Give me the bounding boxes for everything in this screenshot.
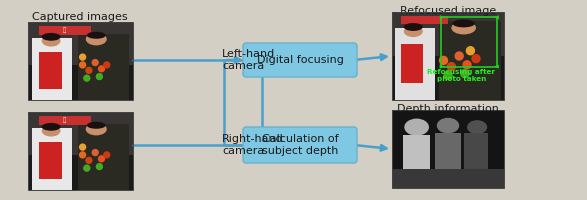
Circle shape <box>103 151 110 159</box>
Circle shape <box>96 163 103 170</box>
Bar <box>39 26 91 35</box>
Bar <box>28 112 133 155</box>
Ellipse shape <box>42 123 60 131</box>
Circle shape <box>92 59 99 66</box>
Text: ン: ン <box>63 118 66 123</box>
Bar <box>392 168 504 188</box>
Text: Captured images: Captured images <box>32 12 128 22</box>
Circle shape <box>439 56 448 65</box>
Bar <box>392 12 504 56</box>
Bar <box>392 12 504 100</box>
Circle shape <box>85 157 93 164</box>
Text: Calculation of
subject depth: Calculation of subject depth <box>262 134 338 156</box>
Bar <box>441 17 497 67</box>
Circle shape <box>96 73 103 80</box>
Ellipse shape <box>42 125 60 137</box>
Circle shape <box>98 65 105 72</box>
Circle shape <box>454 51 464 61</box>
Text: Left-hand
camera: Left-hand camera <box>222 49 275 71</box>
Bar <box>79 124 129 190</box>
Ellipse shape <box>467 120 487 134</box>
Text: Refocused image: Refocused image <box>400 6 496 16</box>
Bar <box>392 110 504 188</box>
Circle shape <box>463 60 472 70</box>
Circle shape <box>79 53 86 61</box>
Bar <box>403 135 430 188</box>
Ellipse shape <box>87 122 106 129</box>
Circle shape <box>465 46 475 55</box>
Circle shape <box>471 54 481 63</box>
Bar <box>401 44 423 83</box>
Bar <box>79 34 129 100</box>
Ellipse shape <box>437 118 459 133</box>
FancyBboxPatch shape <box>243 43 357 77</box>
Ellipse shape <box>451 21 476 34</box>
Bar <box>39 52 62 89</box>
Bar <box>28 112 133 190</box>
Bar <box>28 22 133 65</box>
Ellipse shape <box>42 33 60 41</box>
Bar <box>439 21 501 100</box>
Bar <box>396 28 434 100</box>
Bar <box>401 16 448 24</box>
Ellipse shape <box>453 19 475 27</box>
Text: Depth information: Depth information <box>397 104 499 114</box>
Ellipse shape <box>404 26 423 37</box>
Circle shape <box>83 74 90 82</box>
Bar <box>32 38 72 100</box>
Ellipse shape <box>87 32 106 39</box>
Bar <box>39 116 91 125</box>
Circle shape <box>98 155 105 162</box>
Circle shape <box>79 61 86 69</box>
Ellipse shape <box>404 119 429 136</box>
Circle shape <box>85 67 93 74</box>
Circle shape <box>460 69 470 78</box>
Ellipse shape <box>404 23 423 31</box>
Bar <box>28 112 133 190</box>
Bar <box>392 12 504 100</box>
Text: Right-hand
camera: Right-hand camera <box>222 134 284 156</box>
Bar <box>28 22 133 100</box>
Bar <box>392 110 504 188</box>
Ellipse shape <box>42 35 60 47</box>
Text: ン: ン <box>63 28 66 33</box>
Circle shape <box>79 151 86 159</box>
Circle shape <box>447 62 456 71</box>
Circle shape <box>443 71 453 80</box>
Circle shape <box>83 164 90 172</box>
Text: Digital focusing: Digital focusing <box>257 55 343 65</box>
Bar <box>39 142 62 179</box>
Circle shape <box>92 149 99 156</box>
FancyBboxPatch shape <box>243 127 357 163</box>
Ellipse shape <box>86 123 107 135</box>
Bar <box>28 22 133 100</box>
Text: Refocusing after
photo taken: Refocusing after photo taken <box>427 69 495 82</box>
Circle shape <box>79 143 86 151</box>
Ellipse shape <box>86 33 107 45</box>
Circle shape <box>103 61 110 69</box>
Bar <box>434 133 461 188</box>
Bar <box>464 133 488 188</box>
Bar <box>32 128 72 190</box>
